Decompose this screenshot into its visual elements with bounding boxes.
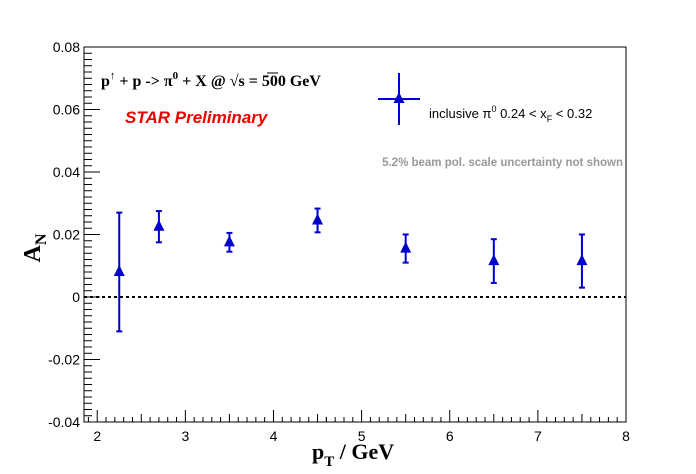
y-tick-label: 0	[72, 289, 80, 305]
data-point-marker	[223, 235, 235, 247]
reaction-sqrt-sign: √	[230, 73, 239, 90]
legend-prefix: inclusive π	[429, 106, 491, 121]
data-point-marker	[576, 254, 588, 266]
reaction-middle: + p -> π	[115, 73, 172, 90]
legend: inclusive π0 0.24 < xF < 0.32	[378, 73, 592, 125]
y-axis-label: AN	[20, 233, 50, 262]
y-axis-sub: N	[33, 233, 50, 245]
legend-sub: F	[547, 114, 553, 124]
x-axis-main: p	[312, 439, 324, 464]
y-axis-main: A	[20, 244, 46, 262]
preliminary-label: STAR Preliminary	[125, 108, 269, 127]
y-tick-label: 0.06	[53, 102, 80, 118]
y-tick-label: -0.04	[48, 414, 80, 430]
reaction-energy: = 500 GeV	[245, 73, 322, 90]
x-tick-label: 3	[181, 428, 189, 444]
x-axis-sub: T	[324, 454, 334, 470]
legend-mid: 0.24 < x	[496, 106, 547, 121]
x-tick-label: 6	[446, 428, 454, 444]
data-point-marker	[312, 213, 324, 225]
x-tick-label: 8	[622, 428, 630, 444]
legend-sup: 0	[491, 104, 496, 114]
data-points	[113, 207, 588, 333]
scale-uncertainty-note: 5.2% beam pol. scale uncertainty not sho…	[382, 157, 623, 169]
y-tick-label: -0.02	[48, 352, 80, 368]
axis-ticks	[84, 46, 627, 423]
legend-suffix: < 0.32	[552, 106, 592, 121]
x-tick-label: 5	[358, 428, 366, 444]
reaction-p1: p	[101, 73, 110, 90]
y-tick-label: 0.08	[53, 39, 80, 55]
data-point-marker	[153, 219, 165, 231]
x-tick-label: 2	[93, 428, 101, 444]
reaction-sqrt-arg: s	[238, 73, 244, 90]
data-point-marker	[488, 254, 500, 266]
reaction-tail: + X @	[178, 73, 230, 90]
x-tick-label: 4	[270, 428, 278, 444]
legend-marker	[393, 92, 405, 103]
tick-labels: 2 3 4 5 6 7 8 -0.04 -0.02 0 0.02 0.04 0.06 0.08	[48, 39, 630, 444]
plot-frame	[83, 46, 627, 423]
y-tick-label: 0.02	[53, 227, 80, 243]
reaction-arrow: ↑	[110, 70, 116, 82]
data-point-marker	[400, 241, 412, 253]
reaction-title: p↑ + p -> π0 + X @ √s = 500 GeV	[101, 70, 321, 90]
x-axis-label: pT / GeV	[312, 439, 394, 470]
x-tick-label: 7	[534, 428, 542, 444]
x-axis-rest: / GeV	[334, 439, 394, 464]
reaction-sup-zero: 0	[173, 70, 179, 82]
legend-label: inclusive π0 0.24 < xF < 0.32	[429, 104, 592, 124]
y-tick-label: 0.04	[53, 164, 80, 180]
data-point-marker	[113, 265, 125, 276]
